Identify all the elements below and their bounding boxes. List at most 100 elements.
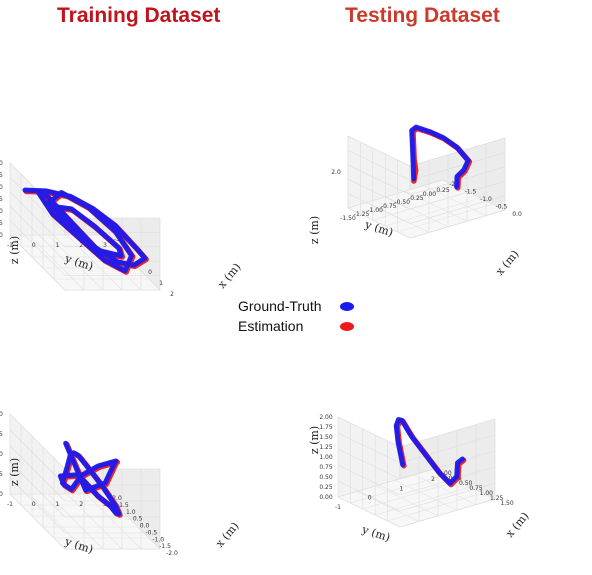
x-tick-label: 1.50 — [500, 500, 514, 507]
x-tick-label: -2.0 — [166, 550, 178, 557]
y-tick-label: -1.00 — [367, 207, 383, 214]
grid-line — [9, 220, 66, 276]
x-axis-label: x (m) — [215, 261, 243, 291]
x-tick-label: 0.75 — [469, 485, 483, 492]
z-tick-label: 0.75 — [319, 464, 333, 471]
y-axis-label: y (m) — [359, 523, 391, 545]
z-axis-label: z (m) — [8, 236, 21, 264]
z-axis-label: z (m) — [308, 216, 321, 244]
grid-line — [409, 152, 506, 181]
y-tick-label: 1 — [56, 242, 60, 249]
x-tick-label: 2 — [170, 291, 174, 298]
x-tick-label: 1 — [159, 280, 163, 287]
grid-line — [399, 482, 496, 512]
x-tick-label: 1.0 — [126, 509, 136, 516]
grid-line — [397, 203, 493, 233]
y-tick-label: 2 — [431, 476, 435, 483]
y-tick-label: 2 — [79, 242, 83, 249]
x-tick-label: 0.0 — [512, 211, 522, 218]
grid-line — [85, 493, 142, 550]
x-tick-label: -0.5 — [146, 529, 158, 536]
z-tick-label: 0.0 — [0, 491, 3, 498]
ground-truth-trajectory — [57, 440, 122, 517]
y-tick-label: 1 — [399, 485, 403, 492]
grid-line — [9, 205, 66, 262]
grid-line — [337, 432, 401, 464]
x-tick-label: 0.50 — [459, 480, 473, 487]
grid-line — [347, 178, 411, 210]
x-axis-label: x (m) — [213, 520, 241, 550]
y-tick-label: -1 — [335, 504, 341, 511]
z-tick-label: 1.0 — [0, 451, 3, 458]
grid-line — [28, 234, 85, 291]
y-tick-label: -1.25 — [354, 211, 370, 218]
grid-line — [47, 234, 104, 291]
grid-line — [360, 185, 456, 215]
grid-line — [375, 485, 439, 517]
grid-line — [423, 185, 487, 216]
z-axis-label: z (m) — [308, 426, 321, 454]
y-tick-label: -1 — [7, 242, 13, 249]
grid-line — [9, 461, 66, 518]
grid-line — [409, 195, 506, 224]
grid-line — [356, 491, 420, 522]
z-tick-label: 0.00 — [319, 494, 333, 501]
y-tick-label: 0 — [368, 495, 372, 502]
ground-truth-trajectory — [393, 417, 465, 486]
x-tick-label: 1.00 — [480, 490, 494, 497]
z-tick-label: 1.25 — [319, 444, 333, 451]
grid-line — [385, 196, 449, 228]
z-tick-label: 1.50 — [319, 434, 333, 441]
x-tick-label: -1.0 — [480, 196, 492, 203]
z-tick-label: 1.00 — [319, 454, 333, 461]
grid-line — [394, 479, 458, 511]
z-tick-label: 1.75 — [319, 424, 333, 431]
legend-label: Ground-Truth — [238, 298, 322, 314]
y-tick-label: -1.50 — [340, 215, 356, 222]
legend-marker-blue — [340, 302, 354, 311]
x-tick-label: -0.5 — [496, 204, 508, 211]
z-tick-label: 0.50 — [319, 474, 333, 481]
grid-line — [362, 480, 458, 510]
grid-line — [47, 493, 104, 550]
y-tick-label: 1 — [56, 501, 60, 508]
legend-label: Estimation — [238, 318, 304, 334]
floor-pane — [347, 179, 506, 239]
z-tick-label: 0.5 — [0, 471, 3, 478]
grid-line — [387, 492, 483, 522]
grid-line — [66, 234, 123, 291]
grid-line — [9, 429, 66, 486]
x-tick-label: 0.0 — [140, 523, 150, 530]
plot-training-bottom: 0.00.51.01.52.0-101232.01.51.00.50.0-0.5… — [0, 411, 242, 557]
z-tick-label: 2.0 — [331, 169, 341, 176]
x-tick-label: -1.5 — [159, 543, 171, 550]
x-tick-label: 1.25 — [490, 495, 504, 502]
grid-line — [350, 474, 446, 504]
grid-line — [9, 445, 66, 502]
z-axis-label: z (m) — [8, 458, 21, 486]
legend-item-estimation: Estimation — [238, 318, 354, 338]
x-tick-label: 0 — [148, 269, 152, 276]
y-tick-label: 0 — [32, 501, 36, 508]
grid-line — [372, 191, 468, 221]
grid-line — [9, 191, 66, 248]
grid-line — [366, 202, 430, 233]
grid-line — [404, 190, 468, 222]
grid-line — [337, 464, 401, 496]
z-tick-label: 1.5 — [0, 196, 3, 203]
x-axis-label: x (m) — [503, 510, 531, 540]
grid-line — [9, 177, 66, 233]
y-tick-label: -0.75 — [381, 203, 397, 210]
grid-line — [337, 480, 401, 512]
grid-line — [28, 493, 85, 550]
floor-pane — [9, 493, 161, 550]
y-tick-label: -0.50 — [395, 199, 411, 206]
x-tick-label: 2.0 — [112, 495, 122, 502]
y-tick-label: 0.25 — [436, 187, 450, 194]
grid-line — [66, 493, 123, 550]
grid-line — [337, 448, 401, 480]
z-tick-label: 3.0 — [0, 160, 3, 167]
x-tick-label: 0.5 — [133, 516, 143, 523]
z-tick-label: 1.0 — [0, 208, 3, 215]
